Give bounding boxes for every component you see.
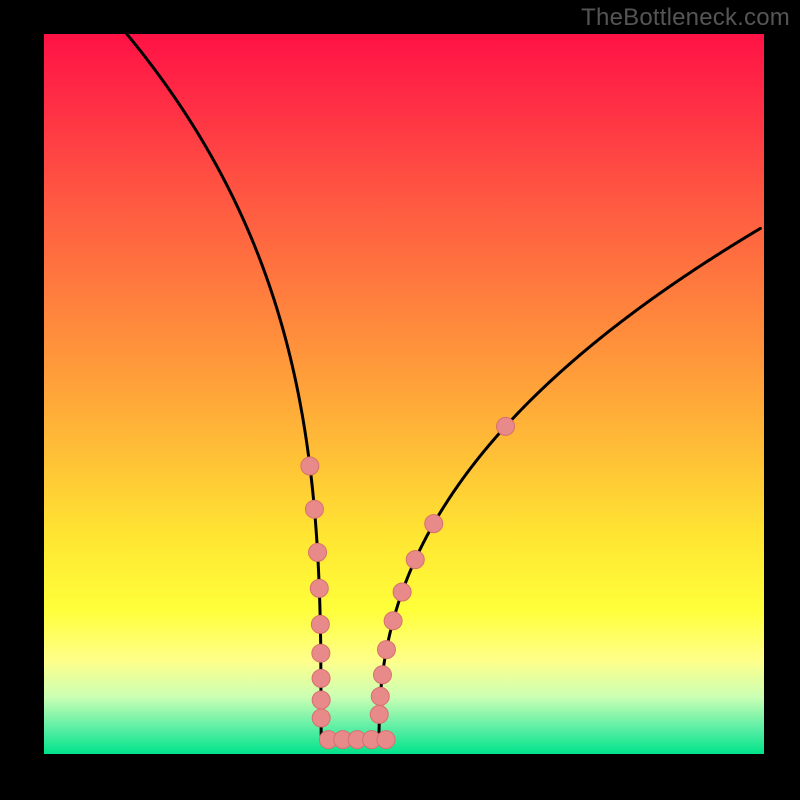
data-marker: [311, 615, 329, 633]
data-marker: [425, 515, 443, 533]
data-marker: [309, 543, 327, 561]
data-marker: [370, 705, 388, 723]
gradient-plot-area: [44, 34, 764, 754]
data-marker: [301, 457, 319, 475]
data-marker: [310, 579, 328, 597]
data-marker: [406, 551, 424, 569]
data-marker: [373, 666, 391, 684]
data-marker: [312, 691, 330, 709]
data-marker: [384, 612, 402, 630]
data-marker: [377, 641, 395, 659]
data-marker: [305, 500, 323, 518]
data-marker: [497, 417, 515, 435]
data-marker: [393, 583, 411, 601]
data-marker: [312, 709, 330, 727]
data-marker: [377, 731, 395, 749]
data-marker: [312, 644, 330, 662]
data-marker: [371, 687, 389, 705]
data-marker: [312, 669, 330, 687]
watermark-text: TheBottleneck.com: [581, 4, 790, 32]
chart-svg: [0, 0, 800, 800]
chart-root: TheBottleneck.com: [0, 0, 800, 800]
